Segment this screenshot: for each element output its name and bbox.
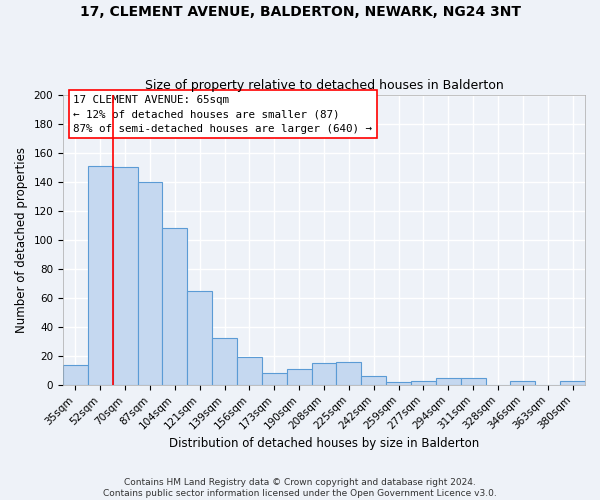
Bar: [163, 228, 187, 385]
Bar: [337, 362, 361, 385]
Bar: [63, 364, 88, 385]
X-axis label: Distribution of detached houses by size in Balderton: Distribution of detached houses by size …: [169, 437, 479, 450]
Title: Size of property relative to detached houses in Balderton: Size of property relative to detached ho…: [145, 79, 503, 92]
Bar: [88, 166, 113, 385]
Y-axis label: Number of detached properties: Number of detached properties: [15, 146, 28, 332]
Bar: [237, 358, 262, 385]
Bar: [137, 182, 163, 385]
Bar: [311, 363, 337, 385]
Bar: [461, 378, 485, 385]
Bar: [212, 338, 237, 385]
Text: 17, CLEMENT AVENUE, BALDERTON, NEWARK, NG24 3NT: 17, CLEMENT AVENUE, BALDERTON, NEWARK, N…: [79, 5, 521, 19]
Bar: [262, 374, 287, 385]
Bar: [436, 378, 461, 385]
Bar: [187, 290, 212, 385]
Bar: [113, 167, 137, 385]
Bar: [560, 380, 585, 385]
Text: 17 CLEMENT AVENUE: 65sqm
← 12% of detached houses are smaller (87)
87% of semi-d: 17 CLEMENT AVENUE: 65sqm ← 12% of detach…: [73, 94, 373, 134]
Bar: [386, 382, 411, 385]
Text: Contains HM Land Registry data © Crown copyright and database right 2024.
Contai: Contains HM Land Registry data © Crown c…: [103, 478, 497, 498]
Bar: [511, 380, 535, 385]
Bar: [361, 376, 386, 385]
Bar: [287, 369, 311, 385]
Bar: [411, 380, 436, 385]
